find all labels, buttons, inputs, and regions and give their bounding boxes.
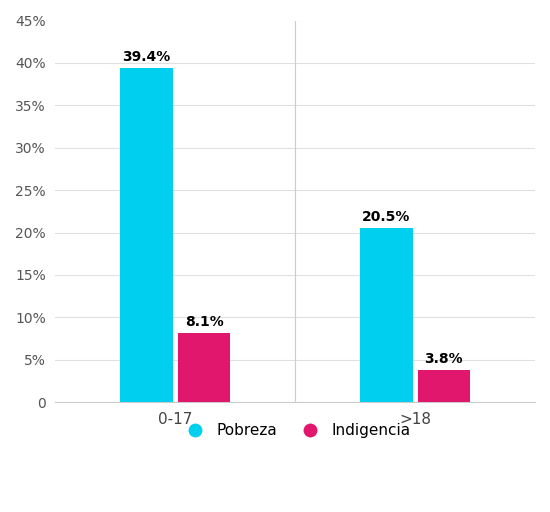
Bar [360, 228, 412, 402]
Text: 3.8%: 3.8% [425, 352, 463, 366]
Bar [120, 68, 173, 402]
Legend: Pobreza, Indigencia: Pobreza, Indigencia [173, 417, 417, 444]
Text: 39.4%: 39.4% [123, 50, 170, 64]
Text: 8.1%: 8.1% [185, 315, 223, 329]
Bar [178, 333, 230, 402]
Text: 20.5%: 20.5% [362, 210, 410, 224]
Bar [417, 370, 470, 402]
